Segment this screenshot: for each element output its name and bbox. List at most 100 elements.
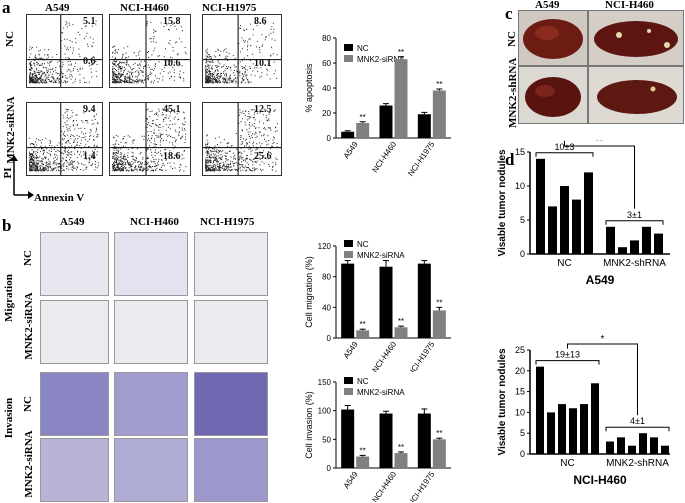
panel-b-label: b [2,216,12,235]
bar [341,263,355,338]
invasion-image-mnk2-h1975 [194,438,268,502]
group-bracket [535,360,600,365]
significance-label: ** [436,80,442,89]
legend-swatch [344,388,353,395]
y-tick-label: 40 [322,84,331,93]
x-tick-label: NCI-H1975 [406,470,437,502]
bar [617,437,625,454]
y-tick-label: 25 [515,345,525,355]
flow-events [29,20,98,84]
bar [356,123,370,138]
flow-scatter [203,103,281,175]
flow-scatter [27,15,102,87]
invasion-image-nc-a549 [40,372,109,436]
bar [560,186,569,254]
invasion-image-nc-h460 [114,372,188,436]
y-tick-label: 100 [318,407,332,416]
bar [341,131,355,138]
group-label: MNK2-shRNA [603,258,666,269]
panel-a-xlabel-annexin: Annexin V [34,192,85,204]
y-axis-label: Visable tumor nodules [497,149,508,256]
bar [341,409,355,468]
migration-row-mnk2: MNK2-siRNA [23,292,35,360]
panel-b-col-h460: NCI-H460 [130,216,179,228]
legend-swatch [344,240,353,247]
quadrant-ur-nc-h1975: 8.6 [254,16,267,27]
quadrant-ur-nc-a549: 5.1 [83,16,96,27]
apoptosis-chart: NC MNK2-siRNA 0 20 40 60 80 % apoptosis ** A549 **… [304,34,451,178]
flow-plot-mnk2-h460 [109,102,191,176]
quadrant-lr-nc-a549: 0.6 [83,56,96,67]
panel-a-col-a549: A549 [45,2,70,14]
bar [432,90,446,138]
quadrant-lr-nc-h1975: 10.1 [254,58,272,69]
migration-image-mnk2-h460 [114,300,188,364]
group-bracket [605,220,664,225]
y-axis-label: Cell invasion (%) [304,391,314,459]
panel-a-col-h1975: NCI-H1975 [202,2,257,14]
quadrant-lr-mnk2-h460: 18.6 [163,151,181,162]
quadrant-ur-mnk2-h1975: 12.5 [254,104,272,115]
y-tick-label: 10 [515,407,525,417]
y-axis-label: Visable tumor nodules [497,348,508,455]
bar [379,266,393,338]
x-tick-label: NCI-H1975 [406,140,437,178]
bar [432,310,446,338]
y-axis-label: Cell migration (%) [304,256,314,328]
migration-image-mnk2-a549 [40,300,109,364]
bar [591,383,599,454]
migration-image-nc-a549 [40,232,109,296]
legend-label: MNK2-siRNA [357,251,405,260]
quadrant-ur-mnk2-a549: 9.4 [83,104,96,115]
migration-row-nc: NC [22,250,34,266]
significance-label: ** [436,298,442,307]
x-tick-label: A549 [342,140,360,161]
significance-label: ** [398,48,404,57]
y-tick-label: 10 [515,181,525,191]
y-axis-label: % apoptosis [304,63,314,113]
bar [394,327,408,338]
y-tick-label: 60 [322,59,331,68]
flow-events [205,22,278,84]
flow-scatter [110,15,190,87]
bar [630,240,639,254]
significance-label: ** [398,443,404,452]
legend-swatch [344,251,353,258]
bar [654,233,663,254]
bar [417,413,431,468]
y-tick-label: 20 [322,109,331,118]
migration-image-nc-h1975 [194,232,268,296]
bar [606,441,614,454]
legend-label: NC [357,240,369,249]
bar [432,439,446,468]
invasion-row-mnk2: MNK2-siRNA [23,430,35,498]
significance-label: ** [398,317,404,326]
bar [572,199,581,254]
y-tick-label: 0 [520,249,525,259]
bar [417,263,431,338]
liver-image-mnk2-a549 [518,66,588,124]
legend-label: NC [357,44,369,53]
group-mean-label: 10±3 [555,142,575,152]
annexin-arrow-icon [10,155,34,199]
invasion-image-mnk2-a549 [40,438,109,502]
bar [642,226,651,254]
quadrant-lr-nc-h460: 10.6 [163,58,181,69]
bar [548,206,557,254]
panel-d-label: d [505,150,515,169]
legend-swatch [344,377,353,384]
significance-label: ** [360,113,366,122]
flow-scatter [110,103,190,175]
x-tick-label: NCI-H460 [370,140,398,175]
flow-plot-nc-a549 [26,14,103,88]
tumor-nodules-h460-chart: 0 5 10 15 20 25 Visable tumor nodules NC 19±13 MN… [497,334,670,487]
chart-title: NCI-H460 [573,473,627,487]
bar [394,453,408,468]
chart-title: A549 [586,273,615,287]
panel-c-col-a549: A549 [535,0,560,11]
bar [661,445,669,454]
bar [356,330,370,338]
invasion-image-nc-h1975 [194,372,268,436]
flow-plot-nc-h1975 [202,14,282,88]
y-tick-label: 0 [327,134,332,143]
